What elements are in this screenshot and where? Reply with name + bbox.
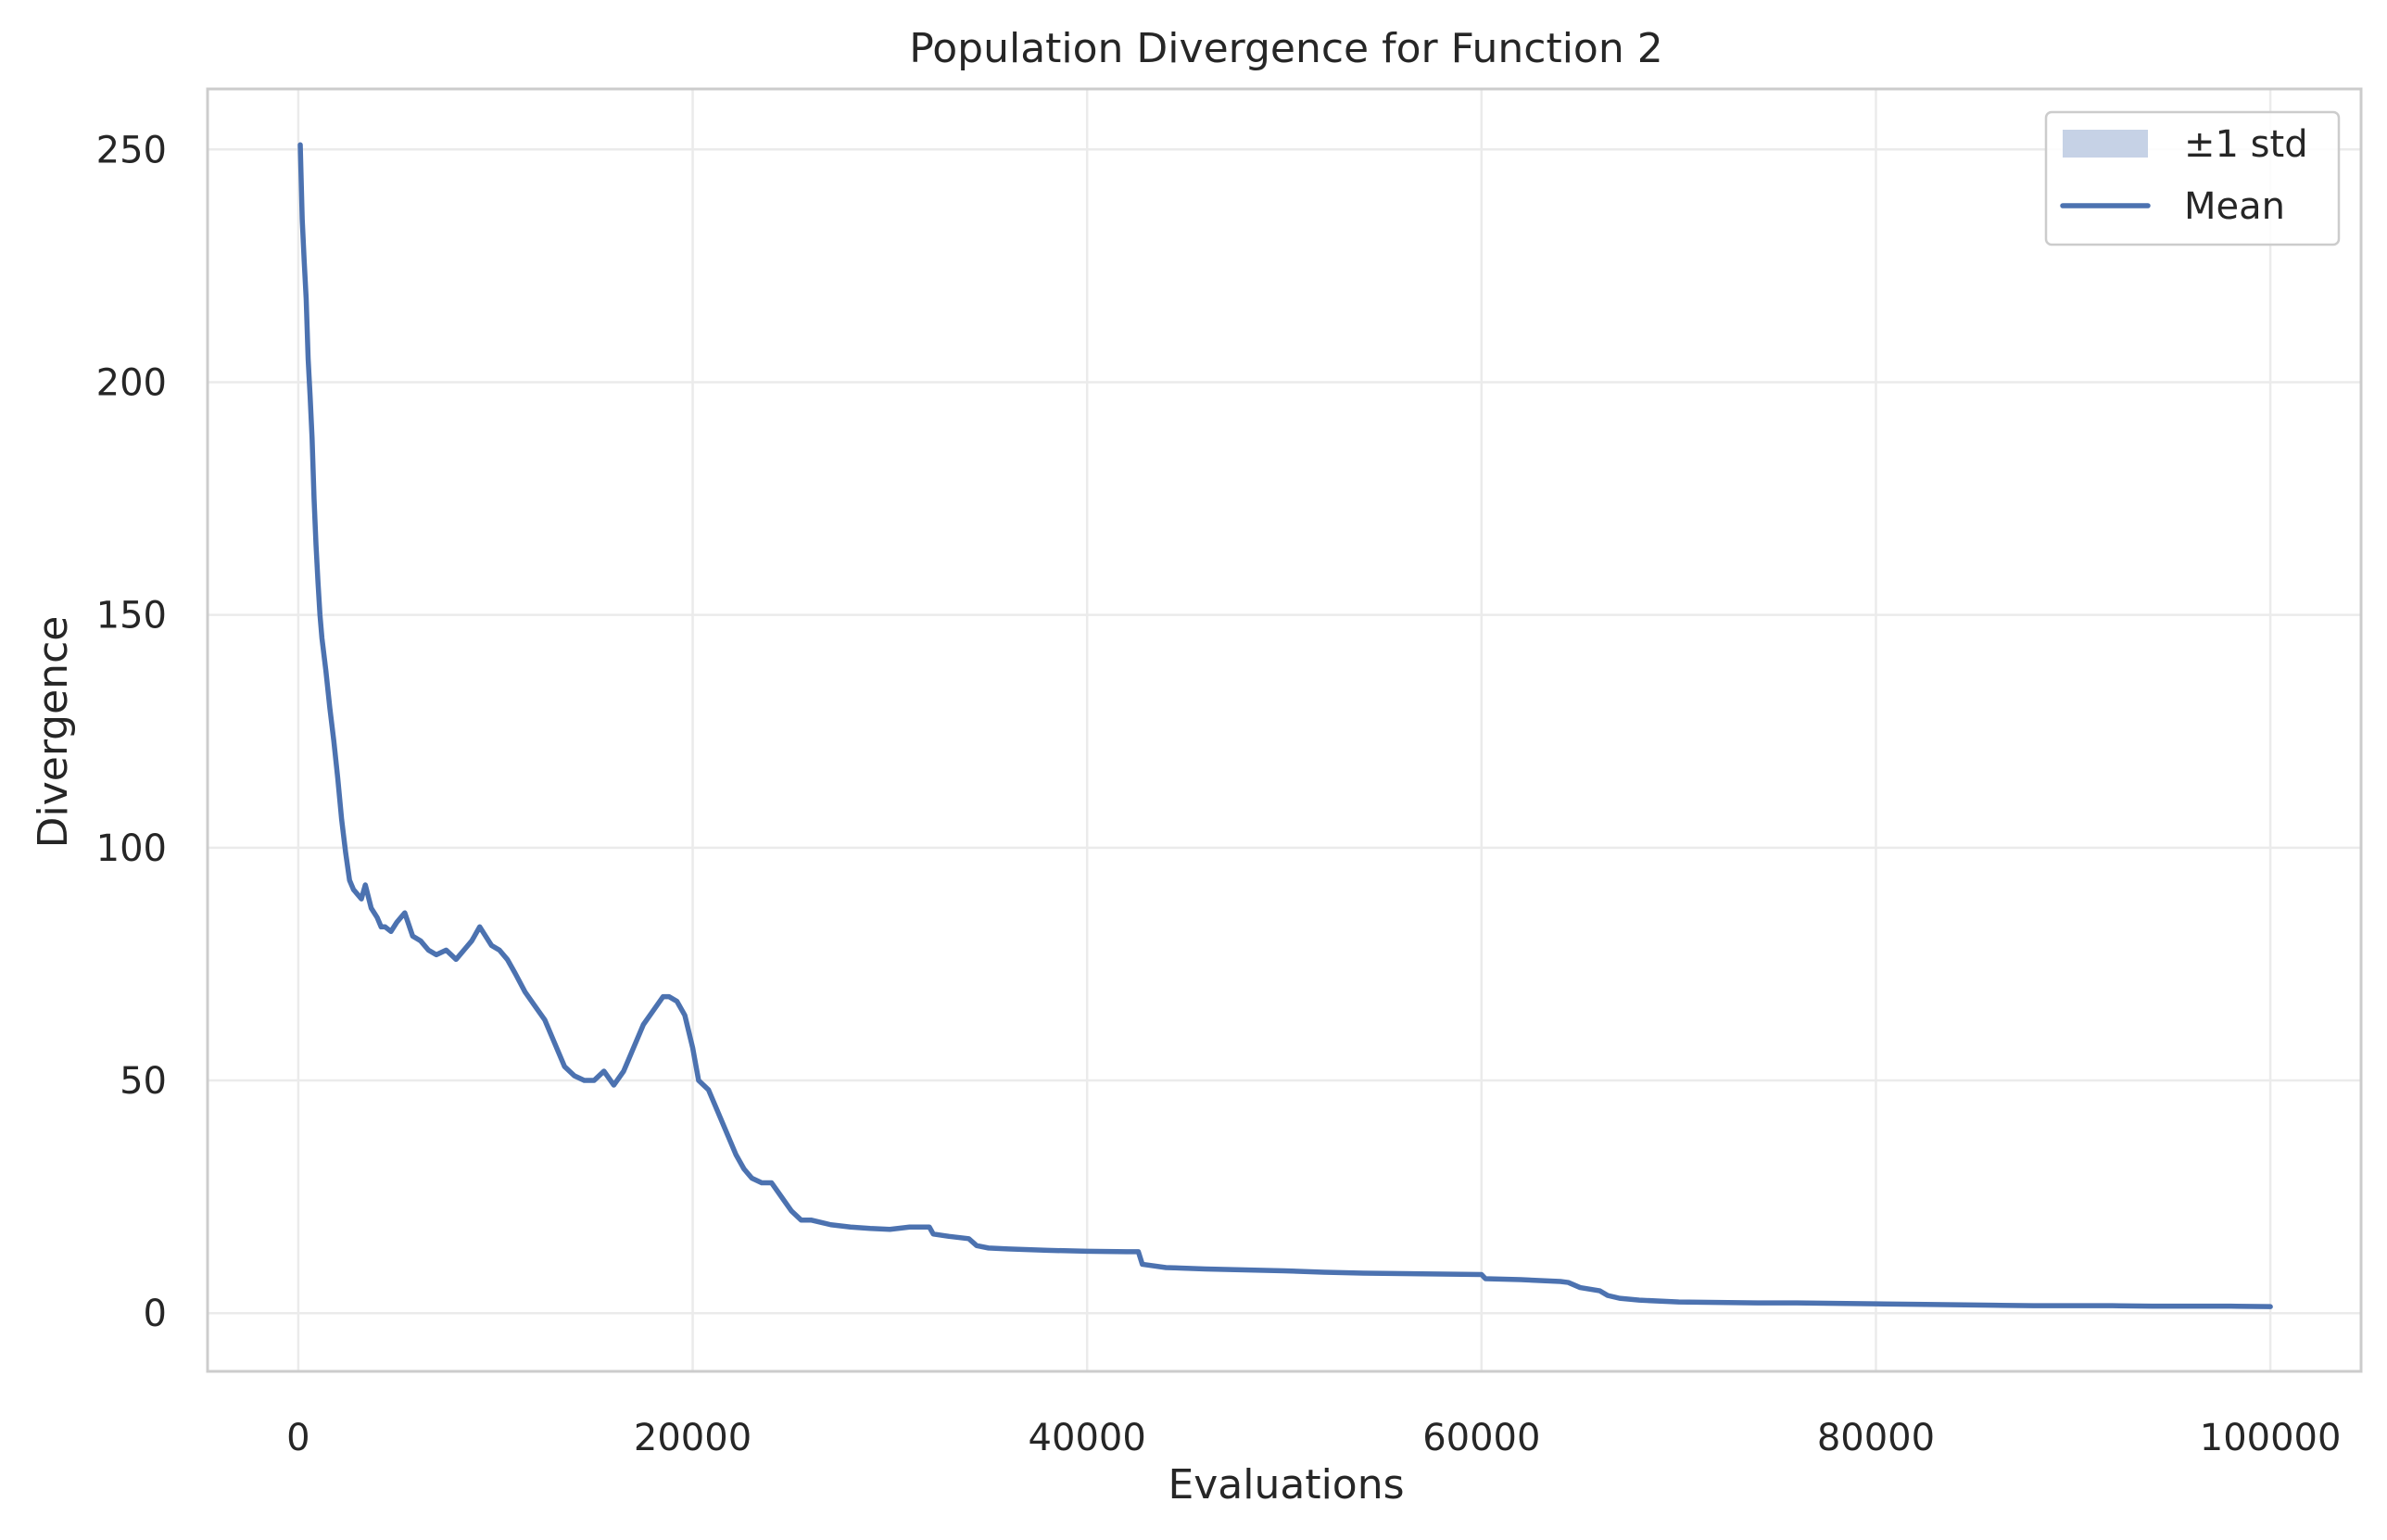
x-tick-label: 100000 (2200, 1417, 2342, 1459)
x-tick-label: 60000 (1422, 1417, 1540, 1459)
x-axis-label: Evaluations (1168, 1461, 1404, 1508)
y-tick-label: 200 (96, 361, 167, 404)
grid-layer (208, 89, 2361, 1371)
mean-line (297, 142, 2273, 1309)
chart-title: Population Divergence for Function 2 (909, 25, 1662, 72)
x-tick-label: 20000 (634, 1417, 751, 1459)
legend-label-mean: Mean (2184, 185, 2285, 228)
y-tick-label: 50 (120, 1060, 167, 1103)
x-tick-label: 0 (286, 1417, 309, 1459)
legend: ±1 std Mean (2044, 110, 2341, 246)
y-tick-label: 0 (144, 1293, 167, 1335)
y-tick-label: 250 (96, 129, 167, 171)
x-tick-label: 40000 (1029, 1417, 1146, 1459)
y-tick-label: 150 (96, 595, 167, 637)
x-tick-label: 80000 (1817, 1417, 1935, 1459)
plot-frame (206, 87, 2363, 1373)
y-axis-label: Divergence (30, 616, 77, 849)
mean-line-layer (297, 142, 2273, 1309)
plot-spines (206, 87, 2363, 1373)
y-tick-label: 100 (96, 827, 167, 870)
legend-band-swatch (2063, 130, 2148, 158)
tick-labels: 0 20000 40000 60000 80000 100000 0 50 100 150 200 2… (96, 129, 2342, 1459)
legend-label-std: ±1 std (2184, 123, 2308, 166)
